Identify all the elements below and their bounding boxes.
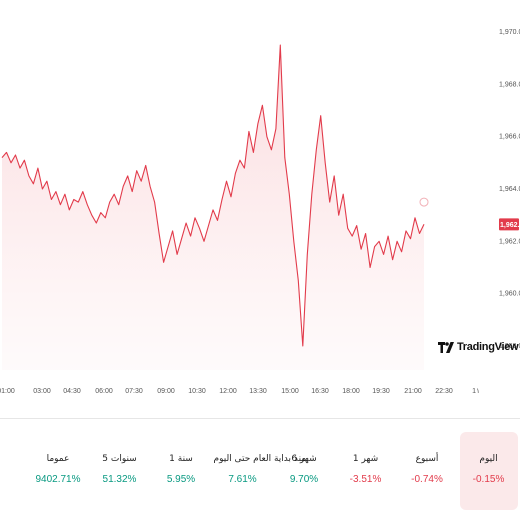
y-tick-label: 1,962.00	[499, 238, 520, 245]
y-tick-label: 1,966.00	[499, 134, 520, 141]
x-tick-label: 19:30	[372, 388, 390, 395]
perf-period-4[interactable]: منذ بداية العام حتى اليوم 7.61%	[213, 432, 307, 510]
x-tick-label: 15:00	[281, 388, 299, 395]
y-tick-label: 1,960.00	[499, 291, 520, 298]
perf-period-label: عموما	[46, 454, 70, 464]
perf-period-7[interactable]: عموما 9402.71%	[29, 432, 87, 510]
perf-period-value: 7.61%	[228, 474, 257, 485]
perf-period-value: 51.32%	[102, 474, 137, 485]
perf-period-label: 5 سنوات	[102, 454, 137, 464]
x-tick-label: 13:30	[249, 388, 267, 395]
perf-period-label: 6 شهر	[291, 454, 317, 464]
perf-period-label: أسبوع	[415, 454, 439, 464]
x-tick-label: 09:00	[157, 388, 175, 395]
y-tick-label: 1,964.00	[499, 186, 520, 193]
x-tick-label: 07:30	[125, 388, 143, 395]
perf-period-value: 9.70%	[289, 474, 319, 485]
perf-period-value: -3.51%	[349, 474, 382, 485]
logo-text: TradingView	[457, 341, 519, 353]
perf-period-2[interactable]: 1 شهر -3.51%	[337, 432, 395, 510]
x-tick-label: 22:30	[435, 388, 453, 395]
x-tick-label: 01:00	[0, 388, 15, 395]
perf-period-label: منذ بداية العام حتى اليوم	[213, 454, 307, 464]
last-price-marker	[419, 197, 429, 207]
x-tick-label: 16:30	[311, 388, 329, 395]
perf-period-1[interactable]: أسبوع -0.74%	[398, 432, 456, 510]
divider	[0, 418, 520, 419]
price-line	[1, 44, 425, 347]
performance-bar: اليوم -0.15% أسبوع -0.74% 1 شهر -3.51% 6 شهر 9.…	[0, 424, 520, 520]
perf-period-3[interactable]: 6 شهر 9.70%	[275, 432, 333, 510]
current-price-label: 1,962.65	[500, 222, 520, 229]
price-area-fill	[2, 45, 424, 370]
perf-period-label: اليوم	[479, 454, 498, 464]
x-tick-label: 12:00	[219, 388, 237, 395]
perf-period-value: 5.95%	[166, 474, 196, 485]
perf-period-label: 1 شهر	[352, 454, 379, 464]
tradingview-logo[interactable]: TradingView	[438, 338, 519, 356]
perf-period-value: -0.15%	[472, 474, 505, 485]
x-tick-label: 1١	[472, 388, 480, 395]
x-tick-label: 06:00	[95, 388, 113, 395]
y-tick-label: 1,970.00	[499, 29, 520, 36]
current-price-badge	[499, 218, 519, 231]
perf-period-value: 9402.71%	[35, 474, 81, 485]
perf-period-label: 1 سنة	[169, 454, 193, 464]
perf-period-0[interactable]: اليوم -0.15%	[459, 432, 518, 510]
y-tick-label: 1,958.00	[499, 343, 520, 350]
perf-period-6[interactable]: 5 سنوات 51.32%	[91, 432, 149, 510]
x-tick-label: 21:00	[404, 388, 422, 395]
price-chart[interactable]: 1,970.00 1,968.00 1,966.00 1,964.00 1,962.00…	[0, 0, 520, 420]
x-tick-label: 04:30	[63, 388, 81, 395]
x-tick-label: 03:00	[33, 388, 51, 395]
tradingview-logo-icon	[438, 341, 454, 353]
perf-period-value: -0.74%	[411, 474, 443, 485]
x-tick-label: 10:30	[188, 388, 206, 395]
perf-period-5[interactable]: 1 سنة 5.95%	[152, 432, 210, 510]
x-tick-label: 18:00	[342, 388, 360, 395]
y-tick-label: 1,968.00	[499, 81, 520, 88]
